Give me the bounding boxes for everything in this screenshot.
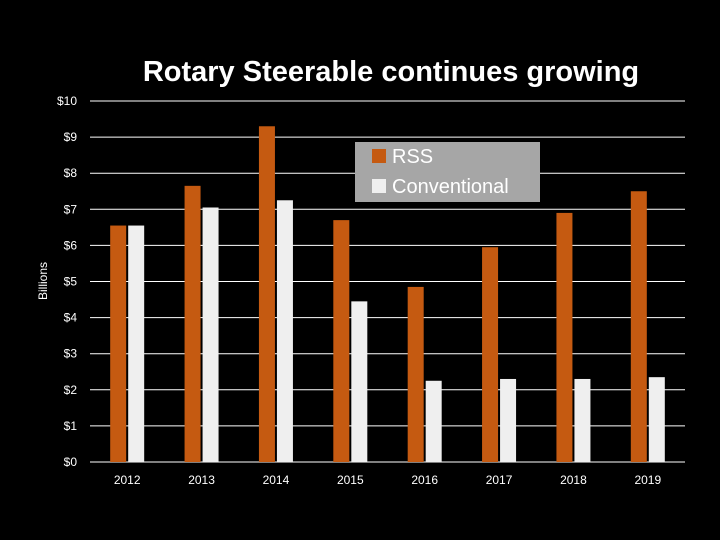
x-tick-label: 2019 [634, 473, 661, 487]
bar-conventional-2017 [500, 378, 517, 462]
y-tick-label: $9 [64, 130, 78, 144]
bar-rss-2018 [556, 212, 573, 462]
bar-rss-2017 [482, 247, 499, 462]
legend-swatch-conventional [372, 179, 386, 193]
x-tick-label: 2018 [560, 473, 587, 487]
y-tick-label: $8 [64, 166, 78, 180]
y-tick-label: $4 [64, 311, 78, 325]
y-tick-label: $6 [64, 238, 78, 252]
y-tick-label: $10 [57, 94, 77, 108]
y-tick-label: $1 [64, 419, 78, 433]
y-axis-label: Billions [36, 262, 50, 300]
bar-rss-2012 [110, 225, 127, 462]
legend: RSS Conventional [355, 142, 540, 202]
bar-conventional-2016 [425, 380, 442, 462]
legend-swatch-rss [372, 149, 386, 163]
bar-conventional-2018 [574, 378, 591, 462]
x-tick-labels: 2012 2013 2014 2015 2016 2017 2018 2019 [114, 473, 662, 487]
chart-title: Rotary Steerable continues growing [143, 56, 639, 88]
x-tick-label: 2017 [486, 473, 513, 487]
y-tick-label: $5 [64, 275, 78, 289]
bars [110, 126, 665, 463]
bar-conventional-2015 [351, 301, 368, 462]
y-tick-label: $3 [64, 347, 78, 361]
x-tick-label: 2014 [263, 473, 290, 487]
bar-rss-2014 [258, 126, 275, 463]
x-tick-label: 2015 [337, 473, 364, 487]
x-tick-label: 2013 [188, 473, 215, 487]
bar-conventional-2019 [648, 377, 665, 462]
y-tick-labels: $0 $1 $2 $3 $4 $5 $6 $7 $8 $9 $10 [57, 94, 77, 469]
bar-rss-2016 [407, 286, 424, 462]
y-tick-label: $2 [64, 383, 78, 397]
bar-rss-2015 [333, 220, 350, 462]
x-tick-label: 2016 [411, 473, 438, 487]
bar-rss-2013 [184, 185, 201, 462]
y-tick-label: $7 [64, 202, 78, 216]
bar-conventional-2013 [202, 207, 219, 462]
legend-label-rss: RSS [392, 146, 433, 168]
bar-conventional-2012 [128, 225, 145, 462]
bar-rss-2019 [630, 191, 647, 462]
y-tick-label: $0 [64, 455, 78, 469]
bar-conventional-2014 [276, 200, 293, 462]
legend-label-conventional: Conventional [392, 176, 509, 198]
x-tick-label: 2012 [114, 473, 141, 487]
